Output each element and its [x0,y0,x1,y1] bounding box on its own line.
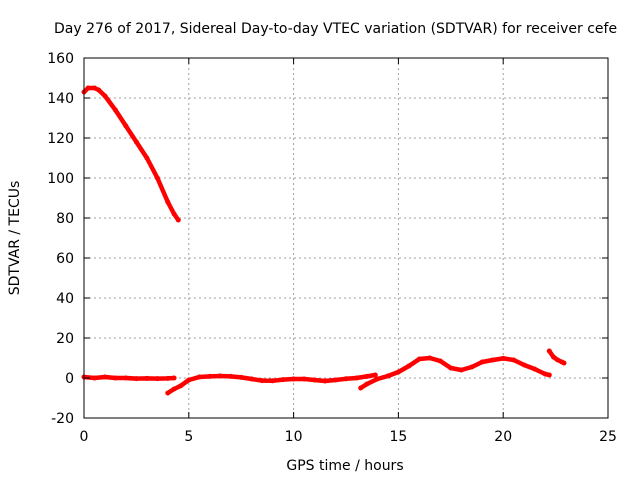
grid-lines [84,58,608,418]
axis-ticks: 0 5 10 15 20 25 -20 0 20 40 60 80 100 120 140 160 [47,51,617,445]
x-tick-label: 15 [389,429,407,445]
data-point [238,374,244,380]
data-point [96,87,102,93]
x-tick-label: 25 [599,429,617,445]
data-point [154,175,160,181]
data-point [364,373,370,379]
data-point [551,354,556,360]
data-point [92,375,97,381]
data-point [171,375,177,381]
y-tick-label: 0 [65,371,74,387]
data-point [427,355,433,361]
data-point [175,217,181,223]
data-point [469,364,475,370]
data-point [333,377,338,383]
data-point [521,362,527,368]
series-line [165,372,378,396]
data-point [511,357,517,363]
data-point [144,155,150,161]
data-point [249,376,255,382]
data-point [112,375,118,381]
data-point [555,357,561,363]
data-point [123,375,129,381]
data-point [85,85,91,91]
data-point [416,356,422,362]
data-point [102,93,108,99]
data-point [561,360,567,366]
chart-title: Day 276 of 2017, Sidereal Day-to-day VTE… [54,21,617,37]
data-point [312,377,318,383]
y-tick-label: 60 [56,251,74,267]
data-point [217,373,223,379]
data-point [196,374,202,380]
y-tick-label: 140 [47,91,74,107]
data-point [228,373,234,379]
y-tick-label: -20 [51,411,74,427]
data-point [458,367,464,373]
data-point [546,372,552,378]
data-point [186,377,192,383]
plot-frame [83,57,609,419]
y-tick-label: 40 [56,291,74,307]
data-point [354,375,359,381]
x-tick-label: 0 [80,429,89,445]
data-point [395,369,401,375]
data-point [133,139,139,145]
data-point [102,374,108,380]
data-point [374,376,380,382]
data-point [171,386,177,392]
x-tick-label: 10 [285,429,303,445]
data-point [144,375,150,381]
data-point [406,363,412,369]
data-point [301,376,307,382]
data-point [165,199,171,205]
data-point [270,378,276,384]
data-point [280,377,286,383]
y-tick-label: 100 [47,171,74,187]
data-point [259,378,265,384]
series-line [81,85,181,223]
data-point [364,381,370,387]
data-point [532,366,538,372]
data-point [385,373,391,379]
data-point [479,359,485,365]
data-point [490,357,496,363]
x-tick-label: 5 [184,429,193,445]
data-point [500,355,506,361]
data-point [546,348,552,354]
data-point [154,376,160,382]
data-point [322,378,328,384]
data-point [291,376,297,382]
data-point [171,211,177,217]
x-tick-label: 20 [494,429,512,445]
y-tick-label: 120 [47,131,74,147]
series-line [358,355,552,391]
y-tick-label: 20 [56,331,74,347]
data-point [165,375,171,381]
y-axis-label: SDTVAR / TECUs [7,181,23,296]
data-point [92,85,97,91]
data-point [358,385,364,391]
data-point [542,371,548,377]
data-point [177,383,183,389]
data-point [165,390,171,396]
data-point [372,372,378,378]
x-axis-label: GPS time / hours [286,458,403,474]
y-tick-label: 160 [47,51,74,67]
data-point [437,358,443,364]
series-line [81,374,177,381]
data-series-group [81,85,567,396]
data-point [112,107,118,113]
data-point [123,123,129,129]
y-tick-label: 80 [56,211,74,227]
data-point [207,373,213,379]
data-point [448,365,454,371]
data-point [133,376,139,382]
data-point [343,376,349,382]
